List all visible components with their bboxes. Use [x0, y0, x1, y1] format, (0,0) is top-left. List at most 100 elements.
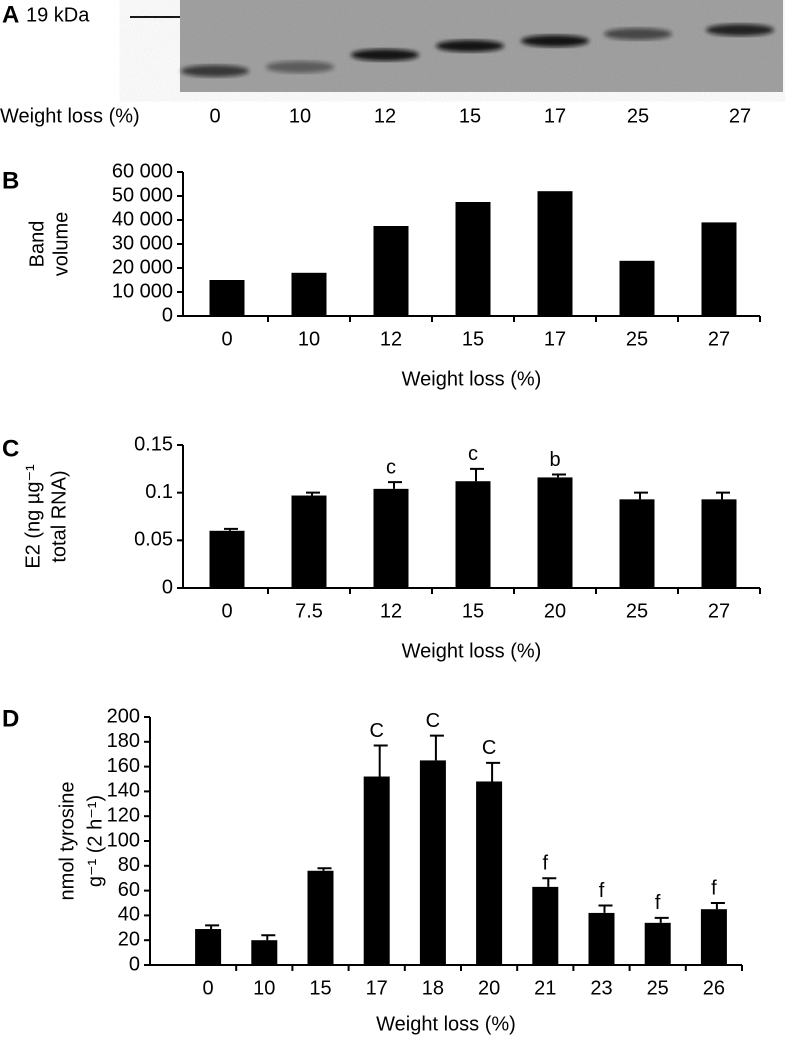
- blot-band: [521, 35, 589, 47]
- significance-label: c: [468, 443, 478, 465]
- error-bar: [373, 744, 388, 777]
- lane-label: 12: [374, 105, 396, 127]
- y-tick-label: 160: [107, 755, 140, 777]
- bar: [476, 781, 503, 965]
- error-bar: [388, 481, 402, 489]
- y-axis-label: g⁻¹ (2 h⁻¹): [84, 795, 106, 887]
- bar: [588, 912, 615, 965]
- blot-band: [706, 24, 774, 36]
- blot-band: [436, 40, 504, 52]
- significance-label: C: [369, 720, 383, 742]
- error-bar: [710, 902, 725, 910]
- x-tick-label: 0: [221, 600, 232, 622]
- blot-band: [181, 65, 249, 77]
- x-tick-label: 27: [708, 600, 730, 622]
- y-tick-label: 20: [118, 928, 140, 950]
- error-bar: [634, 491, 648, 500]
- lane-label: 0: [209, 105, 220, 127]
- y-tick-label: 0: [129, 953, 140, 975]
- y-axis-label: Band: [26, 221, 48, 268]
- bar: [291, 495, 327, 588]
- x-tick-label: 18: [422, 977, 444, 999]
- error-bar: [486, 761, 501, 782]
- significance-label: f: [711, 877, 717, 899]
- panel-letter: B: [2, 167, 19, 194]
- x-tick-label: 10: [253, 977, 275, 999]
- lane-label: 25: [627, 105, 649, 127]
- significance-label: f: [599, 880, 605, 902]
- y-tick-label: 0: [162, 304, 173, 326]
- y-tick-label: 60 000: [112, 160, 173, 182]
- panel-letter: A: [2, 1, 19, 28]
- bar: [195, 929, 222, 965]
- y-tick-label: 40: [118, 904, 140, 926]
- x-tick-label: 27: [708, 328, 730, 350]
- significance-label: b: [549, 449, 560, 471]
- bar: [307, 870, 334, 965]
- x-tick-label: 15: [462, 600, 484, 622]
- error-bar: [552, 473, 566, 478]
- bar: [532, 886, 559, 965]
- x-axis-label: Weight loss (%): [0, 105, 140, 127]
- lane-label: 17: [544, 105, 566, 127]
- x-tick-label: 17: [544, 328, 566, 350]
- significance-label: C: [426, 710, 440, 732]
- x-tick-label: 0: [221, 328, 232, 350]
- x-tick-label: 0: [203, 977, 214, 999]
- y-tick-label: 140: [107, 780, 140, 802]
- bar: [251, 940, 278, 965]
- bar: [373, 488, 409, 588]
- bar: [537, 477, 573, 588]
- error-bar: [224, 527, 238, 531]
- x-tick-label: 17: [366, 977, 388, 999]
- y-tick-label: 0.1: [145, 481, 173, 503]
- panel-letter: D: [2, 705, 19, 732]
- error-bar: [716, 491, 730, 500]
- significance-label: c: [386, 456, 396, 478]
- error-bar: [470, 467, 484, 482]
- x-axis-label: Weight loss (%): [402, 640, 542, 662]
- bar: [455, 202, 491, 316]
- error-bar: [205, 924, 220, 930]
- x-tick-label: 25: [647, 977, 669, 999]
- error-bar: [598, 904, 613, 913]
- y-tick-label: 40 000: [112, 208, 173, 230]
- y-tick-label: 50 000: [112, 184, 173, 206]
- y-axis-label: total RNA): [48, 470, 70, 562]
- error-bar: [542, 877, 557, 887]
- bar: [619, 499, 655, 588]
- blot-band: [266, 61, 334, 73]
- significance-label: f: [543, 852, 549, 874]
- bar: [644, 922, 671, 965]
- x-tick-label: 7.5: [295, 600, 323, 622]
- bar: [619, 260, 655, 316]
- error-bar: [306, 491, 320, 496]
- x-tick-label: 25: [626, 600, 648, 622]
- y-tick-label: 200: [107, 705, 140, 727]
- lane-label: 10: [289, 105, 311, 127]
- bar: [419, 760, 446, 965]
- y-axis-label: volume: [50, 212, 72, 276]
- panel-letter: C: [2, 435, 19, 462]
- error-bar: [429, 734, 444, 761]
- error-bar: [654, 916, 669, 923]
- y-axis-label: E2 (ng µg⁻¹: [22, 464, 44, 569]
- x-tick-label: 23: [590, 977, 612, 999]
- marker-label: 19 kDa: [26, 4, 90, 26]
- y-tick-label: 120: [107, 804, 140, 826]
- bar: [537, 191, 573, 316]
- x-axis-label: Weight loss (%): [402, 368, 542, 390]
- significance-label: f: [655, 892, 661, 914]
- bar: [291, 272, 327, 316]
- bar: [363, 776, 390, 965]
- y-axis-label: nmol tyrosine: [56, 782, 78, 901]
- y-tick-label: 30 000: [112, 232, 173, 254]
- lane-label: 15: [459, 105, 481, 127]
- x-tick-label: 12: [380, 600, 402, 622]
- significance-label: C: [482, 737, 496, 759]
- y-tick-label: 180: [107, 730, 140, 752]
- bar: [700, 909, 727, 965]
- x-tick-label: 15: [309, 977, 331, 999]
- bar: [373, 226, 409, 316]
- blot-band: [604, 28, 672, 40]
